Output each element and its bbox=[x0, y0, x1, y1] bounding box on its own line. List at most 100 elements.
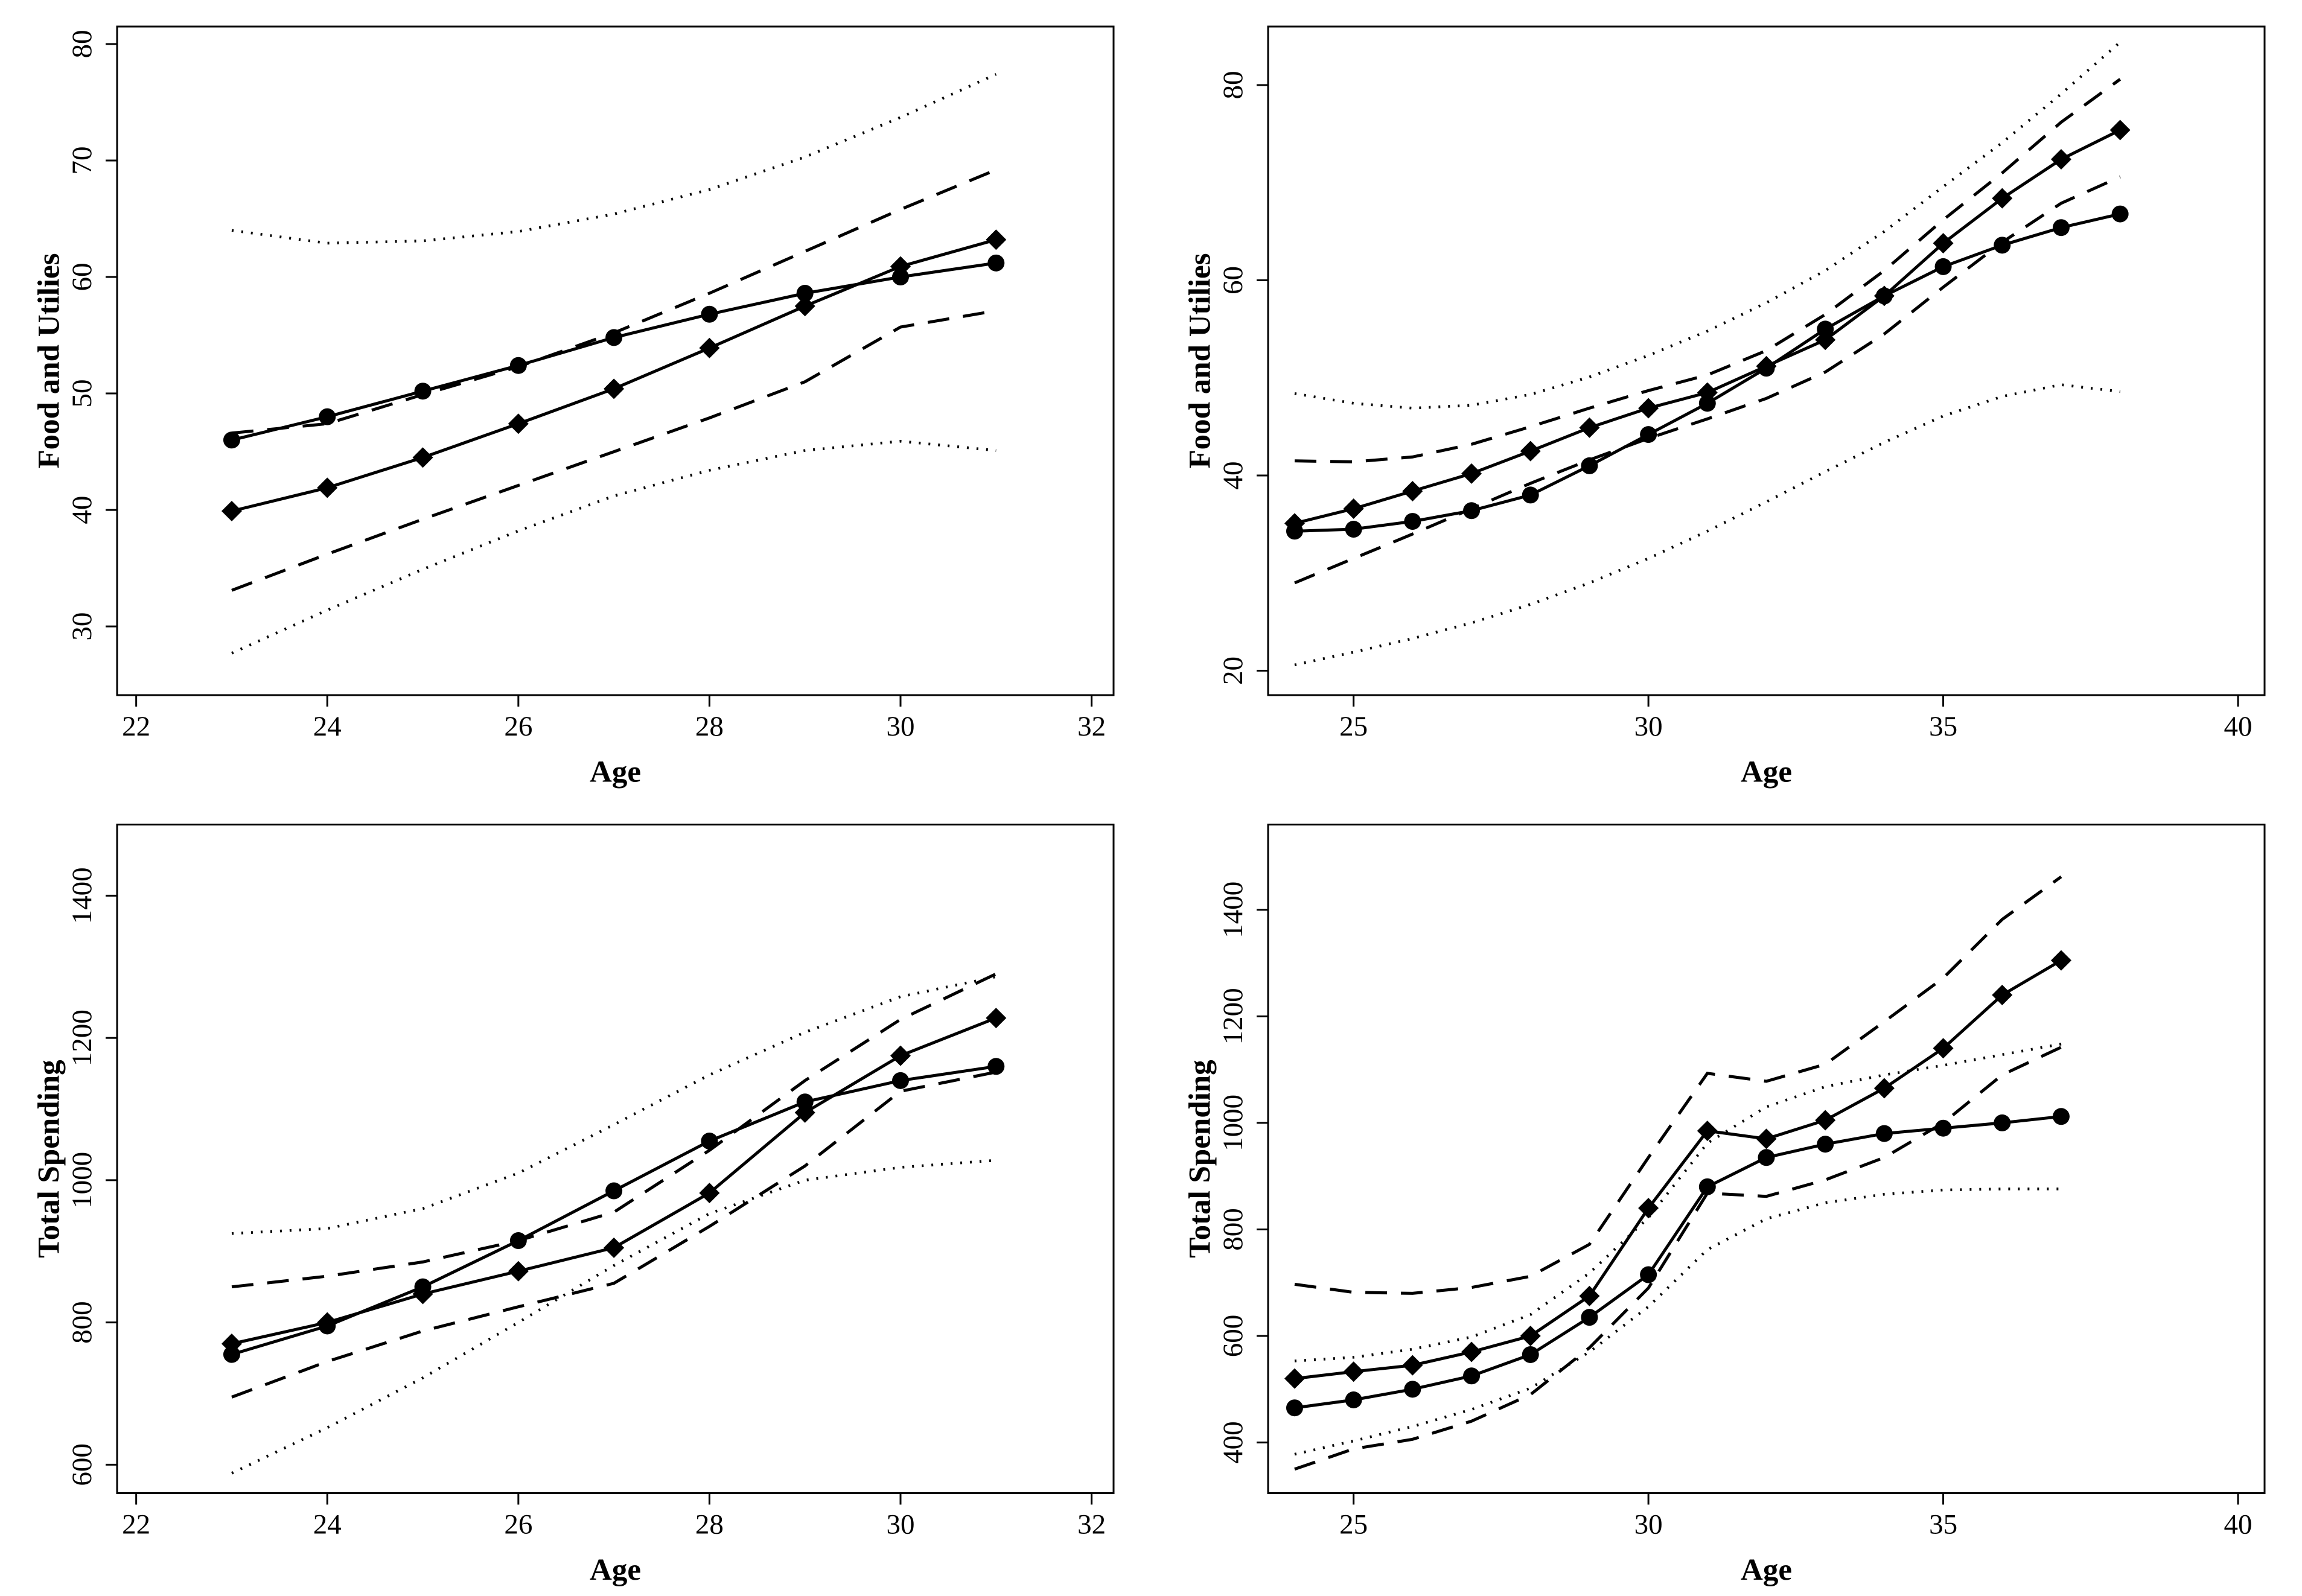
food-utilities-left-chart: 22 24 26 28 30 32 30 40 50 60 70 80 Age Food and Util… bbox=[33, 25, 1115, 789]
circle-marker bbox=[509, 357, 527, 374]
x-tick-label: 32 bbox=[1077, 1509, 1106, 1540]
x-tick-label: 35 bbox=[1929, 1509, 1957, 1540]
diamond-marker bbox=[1343, 498, 1364, 520]
circle-marker bbox=[2052, 1108, 2070, 1125]
diamond-marker bbox=[1402, 1355, 1423, 1376]
x-tick-label: 25 bbox=[1339, 711, 1368, 742]
x-tick-label: 26 bbox=[504, 711, 532, 742]
x-tick-label: 30 bbox=[887, 1509, 915, 1540]
series-diamond-solid-line bbox=[231, 1016, 997, 1346]
circle-marker bbox=[605, 329, 623, 346]
circle-marker bbox=[2052, 219, 2070, 237]
y-tick-label: 600 bbox=[1217, 1315, 1249, 1358]
circle-marker bbox=[1404, 1381, 1421, 1398]
diamond-marker bbox=[412, 1283, 433, 1305]
series-dotted-upper-band-line bbox=[1294, 41, 2122, 410]
circle-marker bbox=[701, 1133, 718, 1150]
series-dashed-upper-band-line bbox=[1294, 78, 2122, 463]
circle-marker bbox=[223, 1346, 240, 1363]
diamond-marker bbox=[699, 1183, 720, 1204]
circle-marker bbox=[509, 1232, 527, 1250]
circle-marker bbox=[1522, 1346, 1539, 1363]
y-tick-label: 1000 bbox=[1217, 1095, 1249, 1151]
circle-marker bbox=[2111, 205, 2129, 223]
circle-marker bbox=[1522, 486, 1539, 504]
circle-marker bbox=[987, 254, 1005, 272]
circle-marker bbox=[1463, 1367, 1481, 1385]
diamond-marker bbox=[1756, 1128, 1777, 1149]
circle-marker bbox=[319, 408, 336, 425]
diamond-marker bbox=[794, 296, 815, 317]
y-tick-label: 800 bbox=[66, 1301, 98, 1344]
series-dashed-lower-band-line bbox=[1294, 1046, 2062, 1471]
series-dashed-lower-band-line bbox=[231, 309, 996, 592]
circle-marker bbox=[1994, 237, 2011, 254]
diamond-marker bbox=[1697, 382, 1718, 403]
series-dotted-lower-band-line bbox=[231, 1159, 996, 1475]
circle-marker bbox=[1758, 1149, 1775, 1166]
diamond-marker bbox=[317, 1312, 338, 1333]
diamond-marker bbox=[2050, 148, 2071, 170]
plot-box bbox=[116, 25, 1115, 696]
y-tick-label: 40 bbox=[1217, 462, 1249, 490]
x-axis-title: Age bbox=[1741, 1553, 1792, 1587]
circle-marker bbox=[1875, 1125, 1893, 1142]
total-spending-left-chart: 22 24 26 28 30 32 600 800 1000 1200 1400 Age Total S… bbox=[33, 824, 1115, 1587]
circle-marker bbox=[1994, 1114, 2011, 1131]
diamond-marker bbox=[1520, 440, 1541, 462]
circle-marker bbox=[605, 1182, 623, 1200]
y-tick-label: 600 bbox=[66, 1443, 98, 1486]
series-dotted-upper-band-line bbox=[1294, 1042, 2062, 1362]
x-tick-label: 35 bbox=[1929, 711, 1957, 742]
x-tick-label: 40 bbox=[2224, 711, 2253, 742]
circle-marker bbox=[1698, 1178, 1716, 1195]
diamond-marker bbox=[986, 229, 1007, 250]
diamond-marker bbox=[1343, 1361, 1364, 1382]
circle-marker bbox=[1581, 457, 1598, 474]
y-tick-label: 80 bbox=[1217, 71, 1249, 100]
y-tick-label: 80 bbox=[66, 30, 98, 58]
diamond-marker bbox=[412, 447, 433, 468]
diamond-marker bbox=[2050, 950, 2071, 971]
plot-box bbox=[116, 824, 1115, 1494]
diamond-marker bbox=[221, 501, 242, 522]
chart-panel-food-utilities-right: 25 30 35 40 20 40 60 80 Age Food and Utilies bbox=[1151, 0, 2302, 798]
circle-marker bbox=[1463, 502, 1481, 520]
diamond-marker bbox=[1815, 329, 1836, 351]
diamond-marker bbox=[1992, 188, 2013, 209]
series-circle-solid-line bbox=[1294, 1114, 2062, 1410]
chart-panel-total-spending-right: 25 30 35 40 400 600 800 1000 1200 1400 Age Total Sp… bbox=[1151, 798, 2302, 1596]
diamond-marker bbox=[1697, 1121, 1718, 1142]
x-tick-label: 30 bbox=[1634, 1509, 1663, 1540]
diamond-marker bbox=[1933, 1038, 1954, 1059]
diamond-marker bbox=[1520, 1326, 1541, 1347]
y-tick-label: 40 bbox=[66, 496, 98, 524]
circle-marker bbox=[987, 1058, 1005, 1075]
circle-marker bbox=[1404, 513, 1421, 530]
diamond-marker bbox=[1638, 398, 1659, 419]
x-tick-label: 28 bbox=[695, 711, 724, 742]
diamond-marker bbox=[508, 413, 529, 434]
y-tick-label: 60 bbox=[1217, 266, 1249, 294]
diamond-marker bbox=[1756, 355, 1777, 377]
diamond-marker bbox=[604, 378, 625, 399]
y-axis-title: Food and Utilies bbox=[33, 253, 66, 468]
plot-box bbox=[1267, 824, 2266, 1494]
x-tick-label: 24 bbox=[313, 711, 342, 742]
x-tick-label: 22 bbox=[122, 711, 150, 742]
y-tick-label: 20 bbox=[1217, 657, 1249, 685]
circle-marker bbox=[1817, 320, 1834, 338]
circle-marker bbox=[1698, 395, 1716, 412]
diamond-marker bbox=[890, 256, 911, 277]
x-axis-title: Age bbox=[590, 755, 641, 789]
y-tick-label: 1200 bbox=[66, 1009, 98, 1066]
y-tick-label: 800 bbox=[1217, 1208, 1249, 1250]
y-tick-label: 50 bbox=[66, 380, 98, 408]
diamond-marker bbox=[1992, 985, 2013, 1006]
x-axis-title: Age bbox=[1741, 755, 1792, 789]
x-tick-label: 22 bbox=[122, 1509, 150, 1540]
diamond-marker bbox=[1284, 513, 1305, 534]
chart-panel-total-spending-left: 22 24 26 28 30 32 600 800 1000 1200 1400 Age Total S… bbox=[0, 798, 1151, 1596]
circle-marker bbox=[1934, 1119, 1952, 1137]
series-dashed-upper-band-line bbox=[231, 972, 997, 1289]
